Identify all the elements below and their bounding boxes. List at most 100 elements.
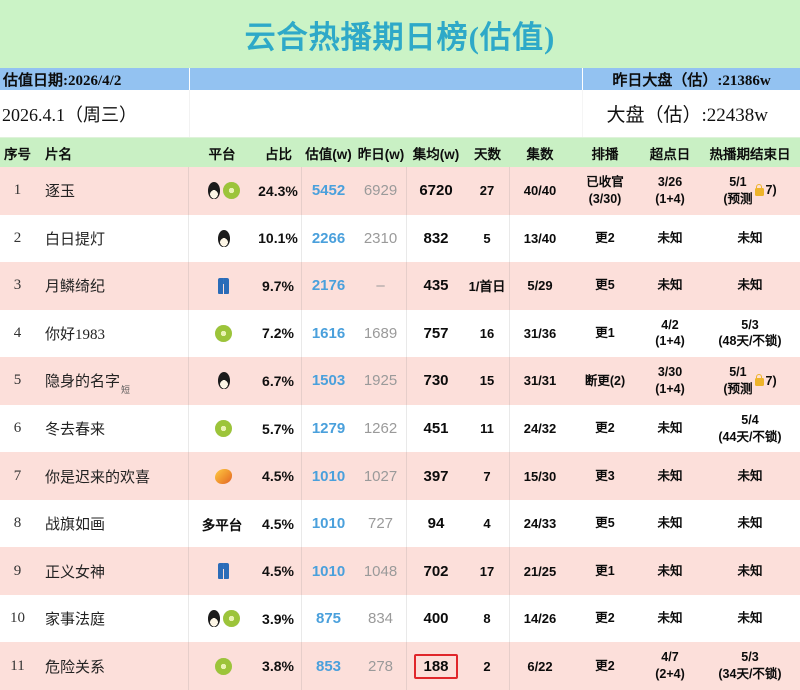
drama-title: 你好1983 [45, 326, 106, 343]
kiwi-icon [215, 420, 232, 437]
title-cell: 正义女神 [35, 547, 189, 595]
platform-text: 多平台 [201, 517, 243, 533]
schedule-cell: 更5 [595, 516, 615, 531]
drama-title: 月鳞绮纪 [45, 279, 106, 296]
jeans-icon [218, 277, 229, 294]
table-row: 8 战旗如画 多平台 4.5% 1010 727 94 4 24/33 更5 未… [0, 499, 800, 548]
days-cell: 4 [465, 499, 510, 548]
share-cell: 24.3% [255, 167, 302, 215]
platform-cell [189, 215, 255, 263]
table-row: 4 你好1983 7.2% 1616 1689 757 16 31/36 更1 … [0, 309, 800, 358]
days-cell: 27 [465, 167, 510, 215]
market-total-label: 大盘（估）:22438w [606, 105, 768, 126]
kiwi-icon [222, 610, 240, 628]
share-cell: 7.2% [255, 309, 302, 358]
share-cell: 5.7% [255, 404, 302, 453]
drama-title: 隐身的名字 [45, 374, 121, 391]
lock-icon [754, 373, 764, 386]
title-band: 云合热播期日榜(估值) [0, 0, 800, 68]
per-episode-cell: 832 [423, 229, 449, 247]
header-schedule: 排播 [591, 146, 619, 162]
estimate-cell: 875 [315, 610, 342, 628]
rank-cell: 6 [13, 420, 22, 436]
estimate-cell: 1010 [311, 562, 346, 580]
per-episode-cell: 757 [423, 324, 449, 342]
hot-period-end-cell: 未知 [737, 230, 763, 245]
rank-cell: 5 [13, 372, 22, 389]
episodes-cell: 14/26 [523, 611, 557, 627]
header-per-episode: 集均(w) [412, 146, 460, 162]
drama-title: 危险关系 [45, 659, 106, 676]
yesterday-cell: 1689 [355, 309, 407, 358]
episodes-cell: 13/40 [523, 230, 557, 246]
rank-cell: 2 [13, 229, 22, 246]
table-row: 2 白日提灯 10.1% 2266 2310 832 5 13/40 更2 未知… [0, 214, 800, 263]
header-days: 天数 [474, 146, 501, 162]
estimate-cell: 2266 [311, 229, 346, 247]
yesterday-cell: – [355, 262, 407, 310]
date-row: 2026.4.1（周三） 大盘（估）:22438w [0, 90, 800, 138]
yesterday-market-total: 昨日大盘（估）:21386w [582, 68, 800, 90]
drama-title: 冬去春来 [45, 422, 106, 438]
episodes-cell: 24/32 [523, 421, 557, 436]
hot-period-end-cell: 未知 [737, 611, 763, 626]
platform-cell [189, 357, 255, 405]
per-episode-cell: 397 [423, 467, 449, 485]
title-cell: 月鳞绮纪 [35, 262, 189, 310]
platform-cell [189, 262, 255, 310]
per-episode-cell: 451 [423, 420, 449, 437]
yesterday-cell: 834 [355, 594, 407, 643]
platform-cell [189, 167, 255, 215]
per-episode-cell: 400 [423, 610, 449, 628]
schedule-cell: 断更(2) [584, 373, 626, 388]
header-hot-period-end: 热播期结束日 [709, 146, 791, 162]
rank-cell: 11 [10, 657, 25, 674]
schedule-cell: 已收官 (3/30) [586, 174, 624, 206]
title-cell: 战旗如画 [35, 499, 189, 548]
drama-title: 逐玉 [45, 184, 76, 201]
data-date-label: 2026.4.1（周三） [2, 104, 137, 125]
per-episode-cell: 702 [423, 562, 449, 580]
days-cell: 1/首日 [465, 262, 510, 310]
early-unlock-cell: 未知 [657, 611, 683, 626]
days-cell: 2 [465, 642, 510, 690]
share-cell: 9.7% [255, 262, 302, 310]
info-bar-spacer [189, 68, 582, 90]
rank-cell: 8 [13, 515, 22, 532]
early-unlock-cell: 未知 [657, 278, 683, 293]
title-cell: 危险关系 [35, 642, 189, 690]
early-unlock-cell: 4/2 (1+4) [655, 317, 685, 349]
table-row: 9 正义女神 4.5% 1010 1048 702 17 21/25 更1 未知… [0, 547, 800, 595]
schedule-cell: 更2 [595, 421, 615, 436]
share-cell: 10.1% [255, 214, 302, 263]
title-cell: 白日提灯 [35, 214, 189, 263]
header-platform: 平台 [208, 146, 236, 162]
title-cell: 你是迟来的欢喜 [35, 452, 189, 500]
yesterday-cell: 6929 [355, 167, 407, 215]
lock-icon [754, 183, 764, 196]
estimate-cell: 1279 [311, 420, 346, 437]
highlight-box: 188 [414, 653, 458, 679]
hot-period-end-cell: 5/1 (预测 7) [723, 365, 777, 396]
header-title: 片名 [45, 146, 72, 162]
hot-period-end-cell: 未知 [737, 468, 763, 483]
estimate-cell: 853 [315, 657, 342, 675]
hot-period-end-cell: 未知 [737, 563, 763, 578]
penguin-icon [217, 229, 230, 247]
table-body: 1 逐玉 24.3% 5452 6929 6720 27 40/40 已收官 (… [0, 167, 800, 690]
mango-icon [215, 468, 232, 484]
title-cell: 隐身的名字短 [35, 357, 189, 405]
days-cell: 16 [465, 309, 510, 358]
yesterday-cell: 1048 [355, 547, 407, 595]
rank-cell: 4 [13, 324, 22, 341]
header-early-unlock: 超点日 [649, 146, 691, 162]
episodes-cell: 21/25 [523, 563, 557, 579]
column-divider [582, 90, 583, 137]
table-row: 6 冬去春来 5.7% 1279 1262 451 11 24/32 更2 未知… [0, 404, 800, 453]
early-unlock-cell: 未知 [657, 516, 683, 531]
drama-title: 你是迟来的欢喜 [45, 469, 151, 486]
yesterday-cell: 1027 [355, 452, 407, 500]
estimate-cell: 1616 [311, 324, 346, 342]
early-unlock-cell: 未知 [657, 468, 683, 483]
